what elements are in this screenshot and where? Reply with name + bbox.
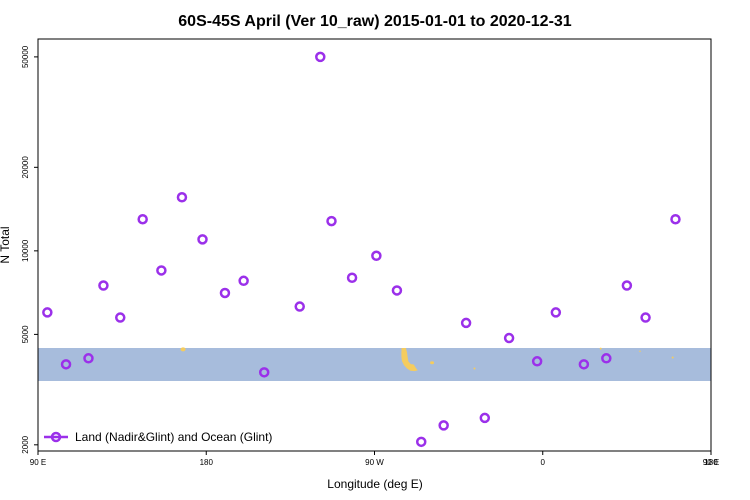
y-axis-ticks: 2000 5000 10000 20000 50000 (21, 45, 38, 454)
data-point (460, 317, 472, 329)
y-tick-label: 20000 (21, 156, 30, 179)
data-point (315, 51, 326, 63)
data-point (346, 272, 358, 283)
y-tick-label: 10000 (21, 239, 30, 262)
data-point (98, 280, 109, 291)
data-point (601, 353, 612, 364)
data-point (115, 312, 126, 323)
plot-frame (37, 38, 712, 452)
data-point (258, 367, 270, 378)
data-point (670, 213, 681, 225)
land-kerguelen (671, 356, 674, 359)
data-point (531, 356, 543, 367)
data-point (326, 215, 337, 227)
data-point (156, 265, 167, 276)
x-tick-label: 180 (200, 458, 214, 467)
data-point (438, 420, 449, 431)
data-point (415, 436, 427, 448)
band-rect (38, 348, 711, 381)
data-point (60, 359, 72, 370)
land-south-georgia (473, 367, 476, 370)
y-tick-label: 5000 (21, 325, 30, 343)
data-point (137, 213, 148, 225)
legend: Land (Nadir&Glint) and Ocean (Glint) (44, 430, 272, 444)
data-point (503, 332, 515, 344)
land-new-zealand (180, 347, 186, 352)
data-point (578, 359, 590, 370)
land-crozet (599, 347, 602, 350)
data-point (42, 307, 53, 318)
data-point (640, 312, 651, 323)
data-point (550, 307, 562, 318)
data-point (371, 250, 382, 262)
data-point (391, 285, 403, 296)
y-axis-label: N Total (0, 226, 12, 263)
land-islet (639, 350, 641, 353)
data-point (219, 287, 231, 299)
chart-title: 60S-45S April (Ver 10_raw) 2015-01-01 to… (178, 13, 572, 30)
data-points (42, 51, 681, 448)
data-point (197, 234, 208, 245)
x-tick-label: 90 E (30, 458, 46, 467)
x-tick-label: 90 E (703, 458, 719, 467)
x-tick-label: 180 (704, 458, 718, 467)
data-point (83, 353, 94, 364)
data-point (479, 412, 491, 424)
land-falklands (430, 361, 435, 365)
data-point (238, 275, 249, 287)
y-tick-label: 2000 (21, 435, 30, 453)
latitude-band (38, 348, 711, 381)
data-point (294, 301, 305, 312)
land-south-america (401, 348, 418, 372)
x-tick-label: 0 (541, 458, 546, 467)
legend-label: Land (Nadir&Glint) and Ocean (Glint) (75, 430, 272, 444)
y-tick-label: 50000 (21, 45, 30, 68)
data-point (176, 192, 188, 203)
land-masses (180, 347, 674, 372)
x-axis-label: Longitude (deg E) (327, 477, 422, 491)
data-point (621, 280, 633, 291)
legend-marker (50, 431, 62, 443)
x-tick-label: 90 W (365, 458, 384, 467)
